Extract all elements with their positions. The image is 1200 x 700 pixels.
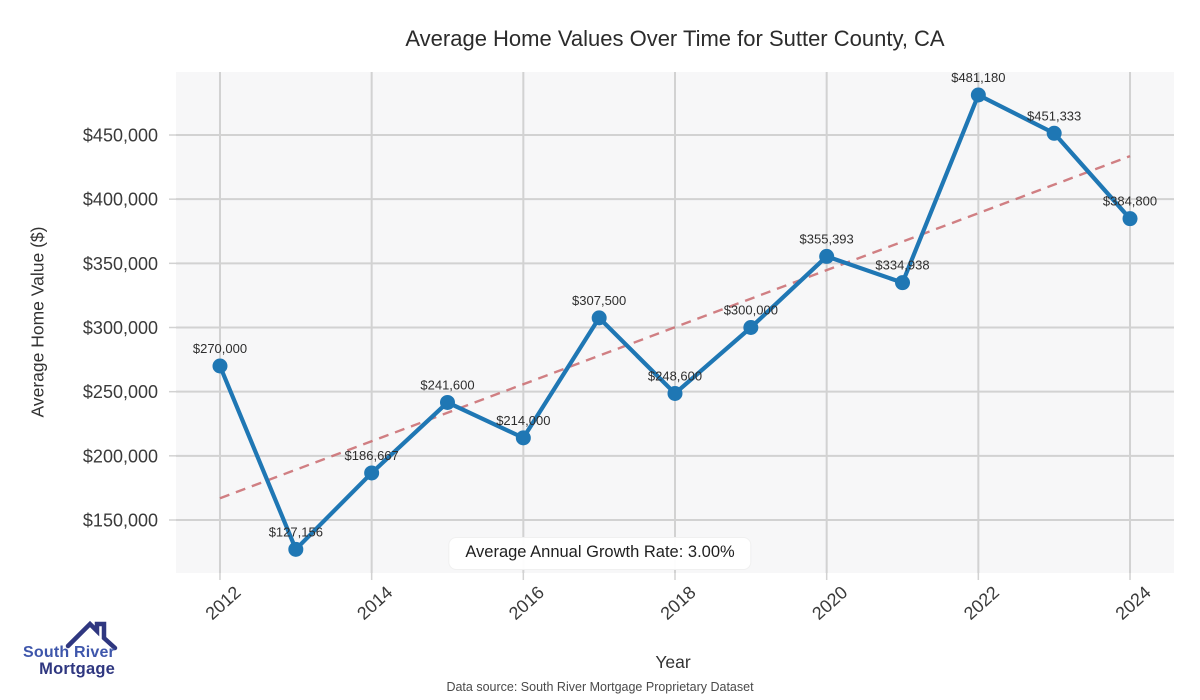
y-tick-label: $150,000 <box>83 510 158 530</box>
data-point <box>1122 211 1138 227</box>
y-tick-label: $300,000 <box>83 318 158 338</box>
data-point-label: $248,600 <box>648 368 702 383</box>
house-roof-icon <box>65 620 118 651</box>
x-tick-label: 2024 <box>1112 582 1155 624</box>
x-tick-label: 2018 <box>657 582 700 624</box>
data-point <box>288 541 304 557</box>
x-axis-title: Year <box>655 652 691 672</box>
data-point-label: $384,800 <box>1103 194 1157 209</box>
data-point-label: $214,000 <box>496 413 550 428</box>
trend-line <box>219 155 1131 500</box>
y-axis-title: Average Home Value ($) <box>27 226 48 418</box>
data-point <box>364 465 380 481</box>
y-tick-label: $450,000 <box>83 126 158 146</box>
x-tick-label: 2022 <box>960 582 1003 624</box>
x-tick-label: 2012 <box>202 582 245 624</box>
data-point-label: $451,333 <box>1027 108 1081 123</box>
y-tick-label: $200,000 <box>83 446 158 466</box>
y-tick-label: $250,000 <box>83 382 158 402</box>
data-point-label: $186,667 <box>345 448 399 463</box>
data-point-label: $270,000 <box>193 341 247 356</box>
data-point <box>819 248 835 264</box>
data-point-label: $307,500 <box>572 293 626 308</box>
logo-text-line1: South River <box>23 644 115 661</box>
data-point-label: $334,938 <box>875 258 929 273</box>
data-point <box>1046 125 1062 141</box>
data-point <box>667 385 683 401</box>
x-tick-label: 2014 <box>353 582 396 624</box>
data-point <box>591 310 607 326</box>
data-source-text: Data source: South River Mortgage Propri… <box>446 680 754 694</box>
x-tick-label: 2016 <box>505 582 548 624</box>
data-point <box>439 394 455 410</box>
data-point-label: $241,600 <box>420 377 474 392</box>
company-logo <box>65 620 118 651</box>
growth-rate-annotation: Average Annual Growth Rate: 3.00% <box>448 537 752 570</box>
data-point <box>212 358 228 374</box>
data-point-label: $355,393 <box>800 231 854 246</box>
chart-title: Average Home Values Over Time for Sutter… <box>405 26 945 51</box>
data-point-label: $481,180 <box>951 70 1005 85</box>
data-point <box>743 320 759 336</box>
data-point <box>895 275 911 291</box>
data-point <box>515 430 531 446</box>
logo-text-line2: Mortgage <box>39 660 115 678</box>
x-tick-label: 2020 <box>808 582 851 624</box>
data-point-label: $300,000 <box>724 303 778 318</box>
y-tick-label: $350,000 <box>83 254 158 274</box>
data-point <box>970 87 986 103</box>
y-tick-label: $400,000 <box>83 190 158 210</box>
data-point-label: $127,156 <box>269 524 323 539</box>
